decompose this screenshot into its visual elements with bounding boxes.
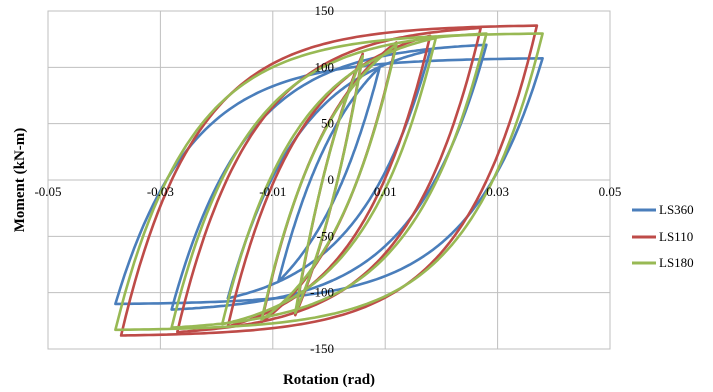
- legend-label-ls110: LS110: [659, 229, 693, 244]
- y-tick-label: 0: [328, 172, 335, 187]
- y-tick-label: -100: [310, 285, 334, 300]
- x-tick-label: -0.01: [259, 184, 286, 199]
- plot-area-border: [47, 10, 611, 350]
- x-axis-title: Rotation (rad): [283, 372, 375, 388]
- x-tick-label: -0.05: [34, 184, 61, 199]
- tick-labels: -0.05 -0.03 -0.01 0.01 0.03 0.05 -150 -100 -50 0 5…: [34, 3, 621, 356]
- legend-label-ls180: LS180: [659, 255, 694, 270]
- y-tick-label: -150: [310, 341, 334, 356]
- y-tick-label: -50: [317, 228, 334, 243]
- grid-lines: [47, 10, 611, 350]
- y-tick-label: 100: [315, 59, 335, 74]
- y-axis-title: Moment (kN-m): [12, 128, 28, 233]
- series-ls360-loop: [114, 57, 544, 306]
- x-tick-label: 0.05: [599, 184, 622, 199]
- series-group: [114, 24, 544, 337]
- series-ls180-loop: [294, 54, 364, 315]
- series-ls110-loop: [119, 24, 539, 337]
- series-ls180-loop: [260, 43, 398, 321]
- y-tick-label: 150: [315, 3, 335, 18]
- x-tick-label: 0.03: [486, 184, 509, 199]
- x-tick-label: -0.03: [147, 184, 174, 199]
- y-tick-label: 50: [321, 116, 334, 131]
- legend: LS360 LS110 LS180: [632, 202, 694, 270]
- series-ls180-loop: [114, 32, 544, 332]
- x-tick-label: 0.01: [374, 184, 397, 199]
- legend-label-ls360: LS360: [659, 202, 694, 217]
